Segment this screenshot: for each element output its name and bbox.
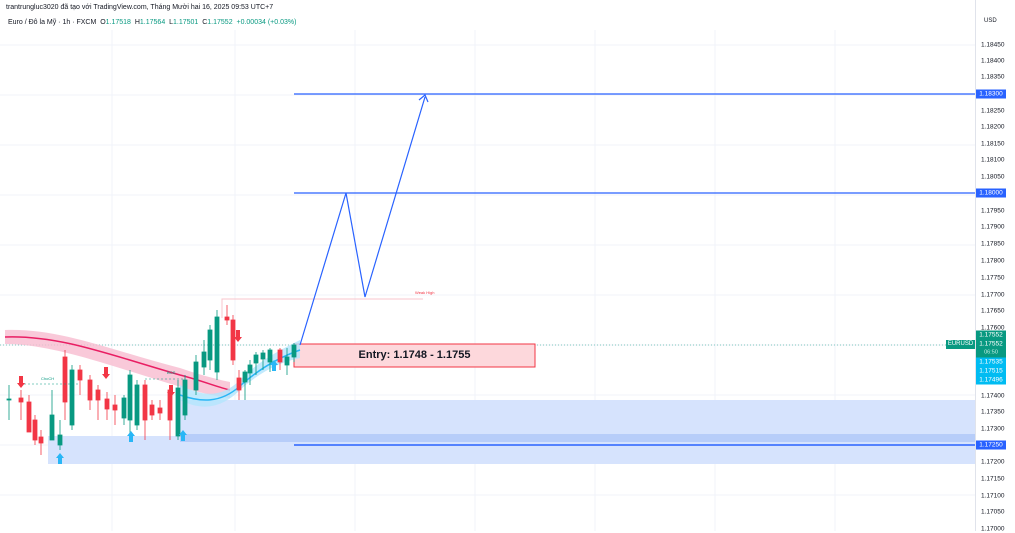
- tick: 1.17300: [981, 425, 1005, 433]
- bos-label: BOS: [167, 370, 176, 375]
- tick: 1.17350: [981, 408, 1005, 416]
- price-tag: 1.17552: [976, 330, 1006, 340]
- tick: 1.17400: [981, 392, 1005, 400]
- tick: 1.17700: [981, 291, 1005, 299]
- band-tag: 1.17515: [976, 366, 1006, 376]
- attribution: trantrungluc3020 đã tạo với TradingView.…: [6, 4, 274, 11]
- tick: 1.18450: [981, 41, 1005, 49]
- target1-tag: 1.18000: [976, 188, 1006, 198]
- band-tag: 1.17535: [976, 357, 1006, 367]
- tick: 1.17650: [981, 307, 1005, 315]
- tick: 1.17800: [981, 257, 1005, 265]
- price-tag: 1.17552: [976, 339, 1006, 349]
- tick: 1.17100: [981, 492, 1005, 500]
- candles: [6, 305, 297, 455]
- buy-arrow-icon: [56, 360, 278, 464]
- sell-arrow-icon: [17, 330, 242, 397]
- entry-label: Entry: 1.1748 - 1.1755: [358, 349, 471, 361]
- tick: 1.17600: [981, 324, 1005, 332]
- tick: 1.17050: [981, 508, 1005, 516]
- symbol-tag: EURUSD: [946, 340, 975, 349]
- chart-canvas[interactable]: Weak High: [0, 0, 975, 531]
- ohlc-legend: Euro / Đô la Mỹ · 1h · FXCM O1.17518 H1.…: [8, 19, 297, 26]
- tick: 1.17750: [981, 274, 1005, 282]
- tick: 1.18200: [981, 123, 1005, 131]
- weak-high-line: [221, 298, 423, 318]
- countdown-tag: 06:50: [976, 348, 1006, 358]
- weak-high-label: Weak High: [415, 290, 435, 295]
- tick: 1.17950: [981, 207, 1005, 215]
- tick: 1.17900: [981, 223, 1005, 231]
- band-tag: 1.17496: [976, 375, 1006, 385]
- tick: 1.18250: [981, 107, 1005, 115]
- target2-tag: 1.18300: [976, 89, 1006, 99]
- tick: 1.17200: [981, 458, 1005, 466]
- axis-unit: USD: [984, 18, 997, 24]
- tick: 1.18150: [981, 140, 1005, 148]
- tick: 1.17850: [981, 240, 1005, 248]
- demand-zone-upper: [180, 400, 975, 436]
- tick: 1.18050: [981, 173, 1005, 181]
- tick: 1.17000: [981, 525, 1005, 533]
- tick: 1.18100: [981, 156, 1005, 164]
- tick: 1.18350: [981, 73, 1005, 81]
- tick: 1.18400: [981, 57, 1005, 65]
- arrow-head-icon: [418, 94, 429, 103]
- tick: 1.17150: [981, 475, 1005, 483]
- projection-path: [299, 96, 426, 346]
- stop-tag: 1.17250: [976, 440, 1006, 450]
- choch-label: ChoCH: [41, 376, 54, 381]
